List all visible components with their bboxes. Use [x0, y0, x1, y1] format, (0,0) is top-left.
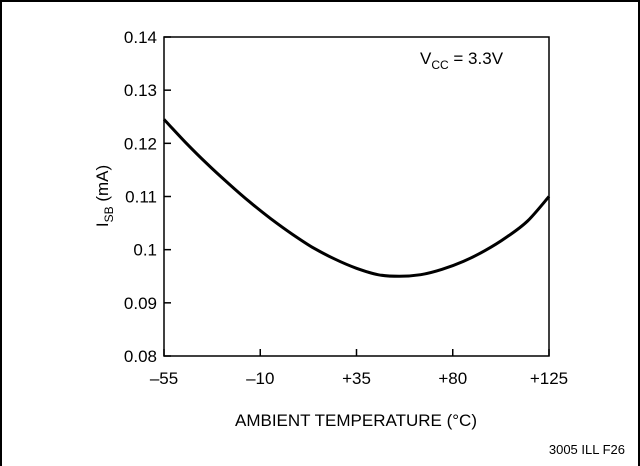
y-tick-label: 0.08: [124, 347, 157, 366]
plot-area: [163, 36, 550, 357]
x-tick-label: +125: [530, 369, 568, 388]
figure-id: 3005 ILL F26: [549, 442, 625, 457]
x-axis-label: AMBIENT TEMPERATURE (°C): [235, 411, 477, 430]
y-tick-label: 0.14: [124, 28, 157, 47]
vcc-annotation: VCC = 3.3V: [420, 49, 504, 72]
x-tick-label: –10: [246, 369, 274, 388]
y-tick-label: 0.1: [133, 241, 157, 260]
x-tick-label: +80: [438, 369, 467, 388]
x-tick-label: +35: [342, 369, 371, 388]
y-tick-label: 0.12: [124, 134, 157, 153]
series-curve: [162, 118, 551, 278]
y-tick-label: 0.13: [124, 81, 157, 100]
y-axis-label: ISB (mA): [93, 165, 116, 227]
y-tick-label: 0.11: [125, 188, 157, 207]
x-tick-label: –55: [150, 369, 178, 388]
y-tick-label: 0.09: [124, 294, 157, 313]
